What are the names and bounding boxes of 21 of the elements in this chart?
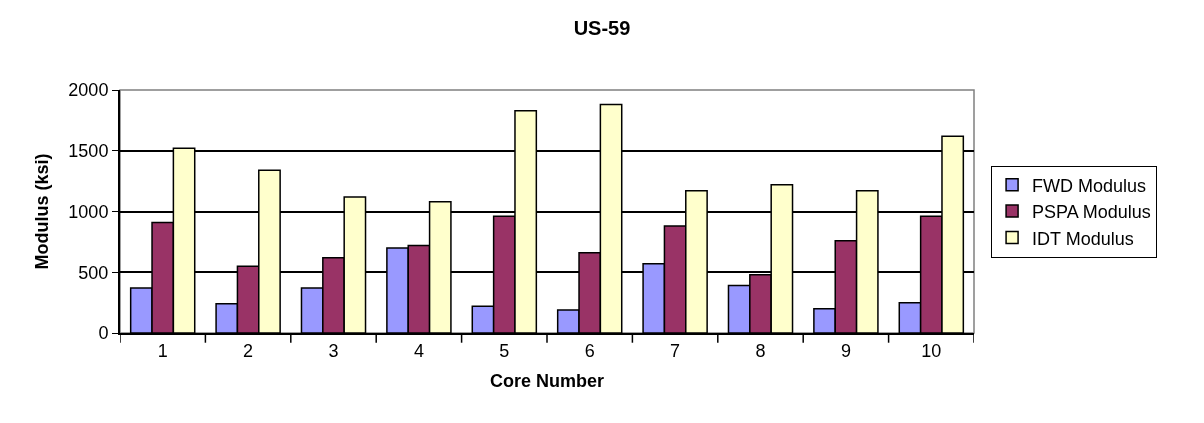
y-tick-label: 0 xyxy=(98,323,109,344)
x-tick-label: 8 xyxy=(755,340,766,361)
y-tick-label: 500 xyxy=(78,262,109,283)
legend-label: IDT Modulus xyxy=(1032,228,1134,249)
legend-label: PSPA Modulus xyxy=(1032,202,1151,223)
x-tick-label: 9 xyxy=(840,340,851,361)
legend-label: FWD Modulus xyxy=(1032,175,1147,196)
y-axis-title: Modulus (ksi) xyxy=(32,153,53,270)
x-axis-title: Core Number xyxy=(489,371,605,392)
x-tick-label: 2 xyxy=(243,340,254,361)
x-tick-label: 10 xyxy=(921,340,942,361)
x-tick-label: 1 xyxy=(157,340,168,361)
x-tick-label: 6 xyxy=(584,340,595,361)
y-tick-label: 2000 xyxy=(68,80,109,101)
y-tick-label: 1000 xyxy=(68,201,109,222)
x-tick-label: 5 xyxy=(499,340,510,361)
y-tick-label: 1500 xyxy=(68,141,109,162)
x-tick-label: 4 xyxy=(413,340,424,361)
x-tick-label: 7 xyxy=(670,340,681,361)
chart-title: US-59 xyxy=(573,17,631,40)
x-tick-label: 3 xyxy=(328,340,339,361)
